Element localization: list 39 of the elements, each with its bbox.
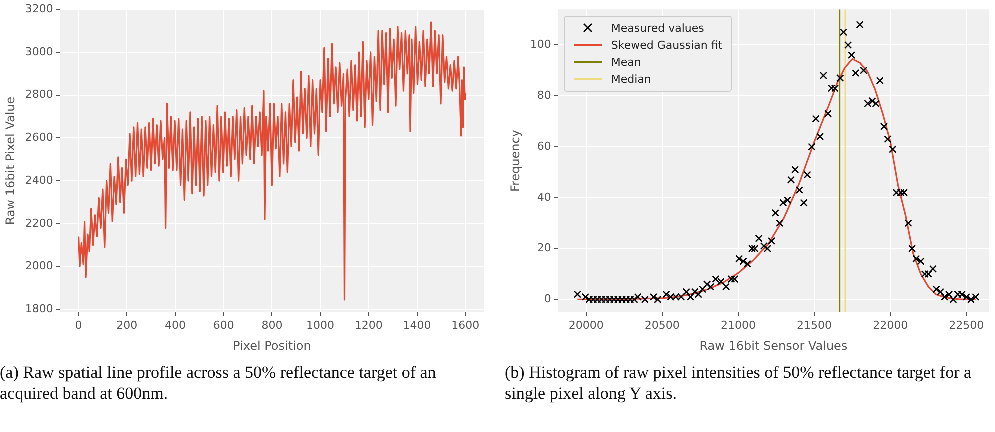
text: (b) Histogram of raw pixel intensities of 50% reflectance target for a single pixel along Y axis. <box>505 362 973 404</box>
y-axis-title: Frequency <box>508 130 522 192</box>
y-tick-label: 2000 <box>25 260 54 273</box>
y-tick-label: 3000 <box>25 45 54 58</box>
y-tick-label: 1800 <box>25 302 54 316</box>
y-axis-title: Raw 16bit Pixel Value <box>3 96 18 226</box>
x-tick-label: 20000 <box>568 318 604 332</box>
legend-label: Skewed Gaussian fit <box>611 38 723 52</box>
x-tick-label: 1600 <box>452 318 480 332</box>
legend-label: Measured values <box>611 22 704 35</box>
y-tick-label: 40 <box>537 190 552 204</box>
y-tick-label: 20 <box>537 242 552 255</box>
text: (a) Raw spatial line profile across a 50% reflectance target of an acquired band at 600nm. <box>0 362 438 404</box>
x-tick-label: 200 <box>116 318 138 332</box>
x-tick-label: 400 <box>164 318 186 332</box>
x-tick-label: 22500 <box>949 318 984 332</box>
x-tick-label: 21500 <box>797 318 832 332</box>
y-tick-label: 80 <box>537 88 552 102</box>
legend-label: Median <box>611 72 652 86</box>
y-tick-label: 0 <box>544 292 552 306</box>
x-axis-title: Pixel Position <box>233 338 312 353</box>
y-tick-label: 60 <box>537 140 552 153</box>
y-tick-label: 100 <box>530 38 552 52</box>
x-tick-label: 600 <box>213 318 234 332</box>
y-tick-label: 2600 <box>25 131 54 144</box>
x-tick-label: 1000 <box>306 318 335 332</box>
y-tick-label: 2200 <box>25 216 54 230</box>
x-tick-label: 800 <box>262 318 283 332</box>
y-tick-label: 2400 <box>25 174 54 187</box>
x-tick-label: 21000 <box>720 318 756 332</box>
x-tick-label: 20500 <box>644 318 680 332</box>
y-tick-label: 3200 <box>25 2 54 16</box>
x-tick-label: 22000 <box>873 318 908 332</box>
x-axis-title: Raw 16bit Sensor Values <box>700 338 848 353</box>
y-tick-label: 2800 <box>25 88 54 102</box>
x-tick-label: 1400 <box>403 318 432 332</box>
x-tick-label: 1200 <box>354 318 383 332</box>
legend-label: Mean <box>611 56 642 69</box>
x-tick-label: 0 <box>75 318 82 332</box>
